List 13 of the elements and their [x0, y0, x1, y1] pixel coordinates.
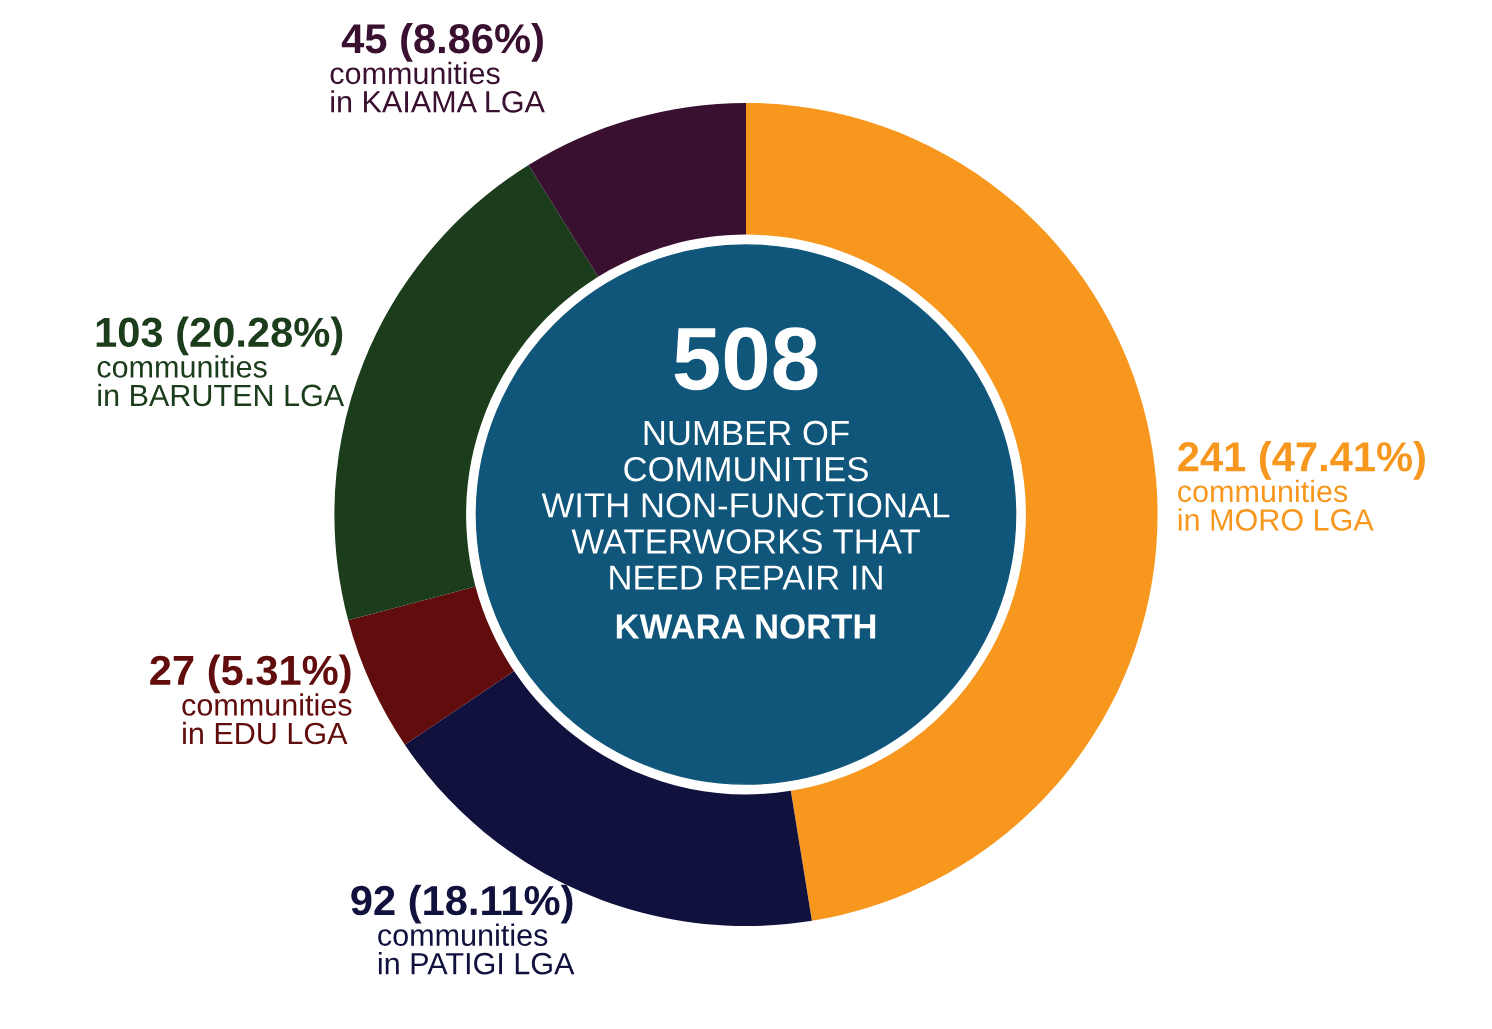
data-label: 241 (47.41%) [1178, 440, 1425, 480]
slice-label: communities in PATIGI LGA [378, 923, 575, 975]
data-label: 45 (8.86%) [341, 22, 543, 62]
data-label: 103 (20.28%) [96, 316, 343, 356]
slice-label: communities in EDU LGA [182, 693, 352, 745]
slice-label: communities in BARUTEN LGA [97, 355, 345, 407]
text: NUMBER OF COMMUNITIES WITH NON-FUNCTIONAL WATERWORKS THAT NEED REPAIR IN [541, 420, 950, 590]
text: KWARA NORTH [616, 614, 876, 639]
data-label: 27 (5.31%) [150, 654, 351, 694]
text: 508 [674, 327, 818, 391]
slice-label: communities in MORO LGA [1178, 479, 1374, 531]
data-label: 92 (18.11%) [351, 884, 573, 924]
slice-label: communities in KAIAMA LGA [330, 61, 545, 113]
